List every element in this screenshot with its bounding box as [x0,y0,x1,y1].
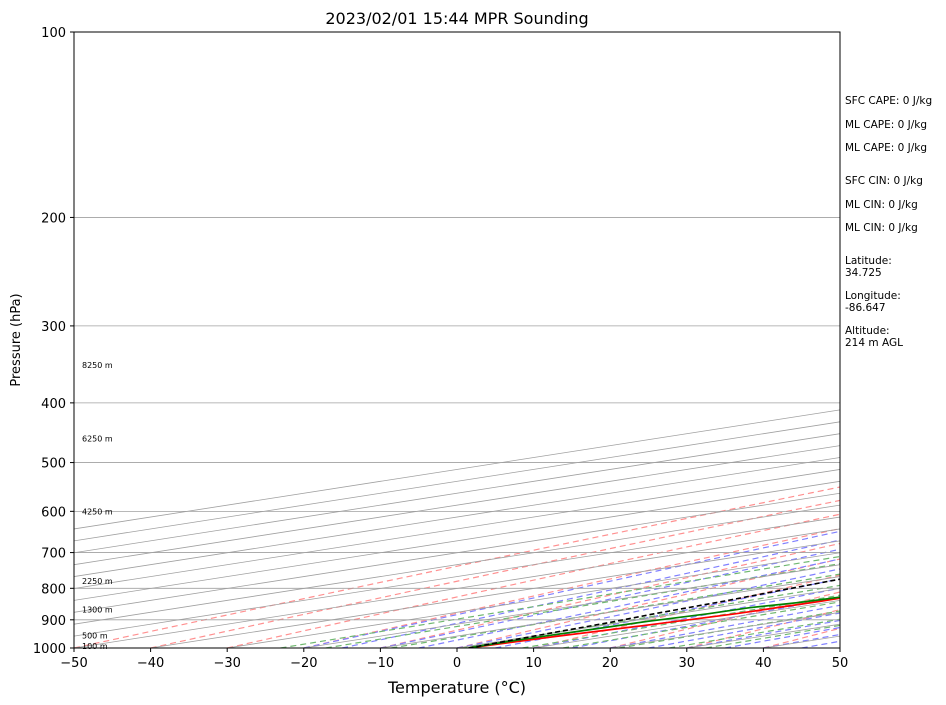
y-tick-label: 200 [41,211,66,226]
moist-adiabat-line [456,568,840,648]
y-tick-label: 400 [41,397,66,412]
annotation-text: 34.725 [845,267,882,279]
moist-adiabat-line [533,587,840,648]
isotherm-line [74,516,840,637]
mixing-ratio-line [391,573,840,648]
x-tick-label: 40 [755,656,772,671]
annotation-text: Longitude: [845,290,901,302]
x-tick-label: −40 [137,656,164,671]
annotation-text: 214 m AGL [845,337,903,349]
annotation-text: ML CIN: 0 J/kg [845,222,918,234]
chart-title: 2023/02/01 15:44 MPR Sounding [325,9,588,28]
x-tick-label: −20 [290,656,317,671]
x-tick-label: 0 [453,656,461,671]
annotation-text: -86.647 [845,302,886,314]
x-tick-label: 50 [832,656,849,671]
height-label: 6250 m [82,435,113,444]
mixing-ratio-line [669,618,840,648]
mixing-ratio-line [563,601,840,648]
moist-adiabat-line [418,558,840,648]
x-tick-label: 20 [602,656,619,671]
isotherm-line [74,480,840,601]
y-tick-label: 100 [41,26,66,41]
y-tick-label: 900 [41,614,66,629]
annotation-text: Altitude: [845,325,890,337]
mixing-ratio-line [325,563,840,648]
y-tick-label: 800 [41,582,66,597]
height-label: 100 m [82,642,108,651]
temperature-profile-line [468,597,840,648]
plot-frame [73,31,841,649]
height-label: 500 m [82,632,108,641]
annotation-text: ML CAPE: 0 J/kg [845,119,927,131]
mixing-ratio-line [705,624,840,648]
annotation-text: SFC CAPE: 0 J/kg [845,95,932,107]
dry-adiabat-line [227,513,840,648]
annotation-text: ML CIN: 0 J/kg [845,199,918,211]
isotherm-line [74,421,840,542]
dry-adiabat-line [610,591,840,648]
annotation-text: ML CAPE: 0 J/kg [845,142,927,154]
mixing-ratio-line [280,555,840,648]
x-tick-label: −10 [367,656,394,671]
mixing-ratio-line [522,594,840,648]
isotherm-line [227,552,840,648]
dewpoint-profile-line [468,596,840,648]
isotherm-line [74,457,840,577]
x-tick-label: 30 [679,656,696,671]
isotherm-line [74,492,840,613]
annotation-text: SFC CIN: 0 J/kg [845,175,923,187]
height-label: 2250 m [82,577,113,586]
isotherm-line [150,540,840,648]
isotherm-line [74,409,840,530]
dry-adiabat-line [380,542,840,648]
y-axis-label: Pressure (hPa) [9,293,24,386]
height-label: 8250 m [82,361,113,370]
y-tick-label: 500 [41,457,66,472]
y-tick-label: 600 [41,505,66,520]
height-label: 4250 m [82,507,113,516]
x-tick-label: 10 [525,656,542,671]
isotherm-line [74,433,840,554]
y-tick-label: 1000 [33,642,66,657]
x-axis-label: Temperature (°C) [387,678,526,697]
x-tick-label: −30 [213,656,240,671]
y-tick-label: 300 [41,320,66,335]
y-tick-label: 700 [41,547,66,562]
x-tick-label: −50 [60,656,87,671]
isotherm-line [74,504,840,625]
isotherm-line [74,528,840,648]
height-label: 1300 m [82,606,113,615]
isotherm-line [74,445,840,566]
isotherm-line [74,469,840,589]
dry-adiabat-line [74,486,840,648]
dry-adiabat-line [150,499,840,648]
annotation-text: Latitude: [845,255,892,267]
